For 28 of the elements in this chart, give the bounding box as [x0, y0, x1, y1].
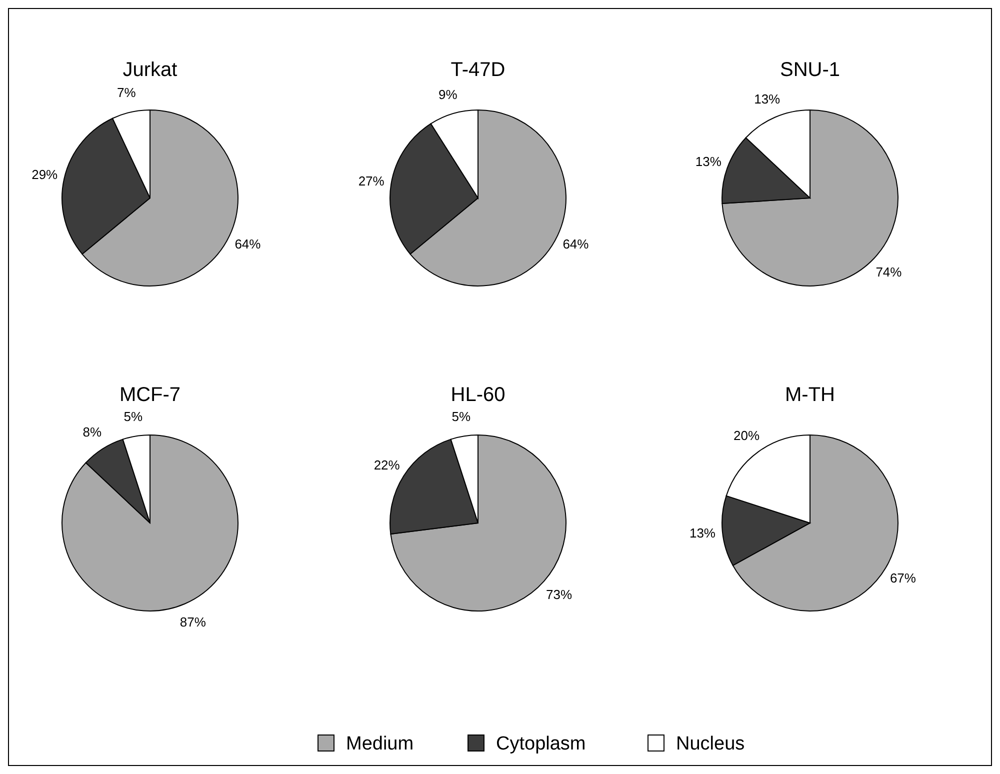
legend-label: Cytoplasm [496, 734, 586, 755]
data-label: 87% [180, 614, 206, 630]
data-label: 5% [124, 408, 143, 424]
data-label: 8% [82, 424, 102, 440]
data-label: 29% [32, 166, 58, 182]
chart-title: HL-60 [450, 384, 506, 406]
data-label: 64% [234, 236, 262, 252]
data-label: 20% [734, 428, 760, 444]
data-label: 7% [117, 85, 136, 100]
data-label: 5% [452, 408, 471, 424]
chart-title: Jurkat [122, 59, 178, 81]
data-label: 13% [695, 154, 722, 169]
data-label: 67% [890, 570, 916, 586]
data-label: 13% [689, 526, 716, 541]
legend-label: Nucleus [676, 734, 745, 755]
legend-label: Medium [346, 734, 414, 755]
chart-title: T-47D [450, 59, 506, 81]
data-label: 13% [754, 91, 781, 106]
pie-slice [85, 438, 150, 524]
chart-title: MCF-7 [119, 384, 181, 406]
chart-title: M-TH [785, 384, 835, 406]
data-label: 74% [876, 264, 902, 280]
data-label: 22% [374, 458, 400, 473]
data-label: 64% [562, 236, 590, 252]
data-label: 9% [438, 86, 458, 102]
data-label: 27% [358, 174, 385, 189]
data-label: 73% [546, 586, 572, 602]
chart-title: SNU-1 [780, 59, 840, 81]
